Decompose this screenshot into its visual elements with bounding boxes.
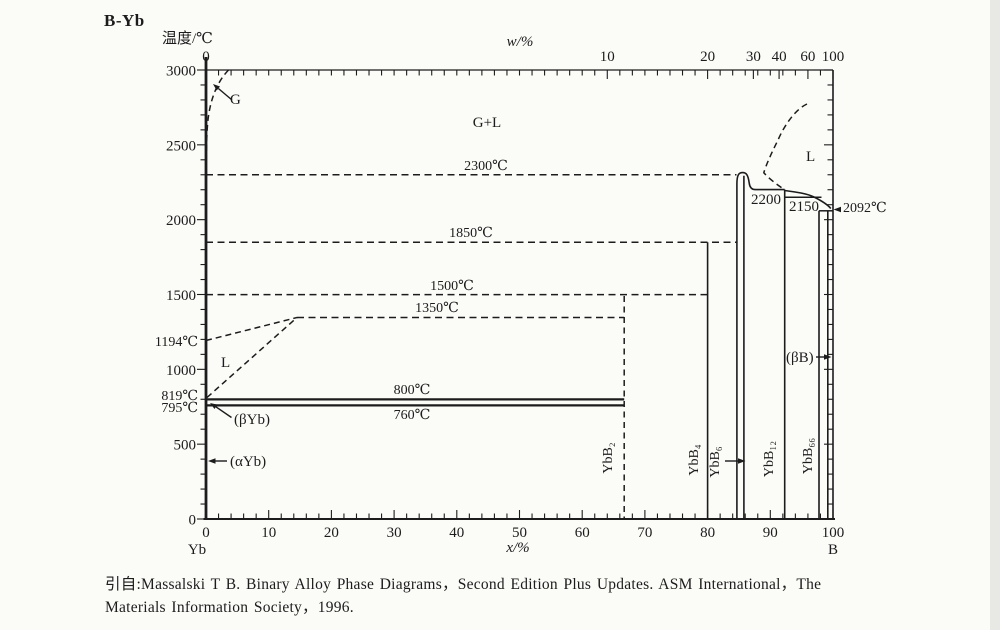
b-liquidus-dashed	[762, 103, 808, 191]
tick-label: 2000	[166, 213, 196, 229]
yb-liquidus-upper-dashed	[205, 316, 298, 342]
isotherm-lines-dashed	[206, 174, 737, 319]
point-label-2092: 2092℃	[843, 201, 887, 216]
compound-label-ybb66: YbB₆₆	[801, 438, 816, 474]
y-axis-label: 温度/℃	[162, 30, 213, 47]
top-axis-label: w/%	[507, 34, 534, 50]
region-label-g-plus-l: G+L	[473, 115, 501, 131]
tick-label: 0	[202, 49, 210, 65]
tick-label: 60	[575, 525, 590, 541]
isotherm-label-1850: 1850℃	[449, 226, 493, 241]
g-arrowhead	[213, 84, 220, 91]
tick-label: 80	[700, 525, 715, 541]
compound-label-ybb12: YbB₁₂	[762, 441, 777, 477]
gas-boundary-curve	[205, 69, 230, 175]
tick-label: 100	[822, 49, 845, 65]
axis-frame	[203, 57, 835, 520]
right-end-element-label: B	[828, 542, 838, 558]
yb-liquidus-lower-dashed	[206, 316, 298, 399]
left-end-element-label: Yb	[188, 542, 206, 558]
b-liquidus-solid	[784, 189, 832, 210]
point-label-795: 795℃	[161, 401, 198, 416]
region-label-g: G	[230, 92, 241, 108]
diagram-title: B-Yb	[104, 11, 145, 30]
scan-edge-strip	[990, 0, 1000, 630]
phase-label-alpha-yb: (αYb)	[230, 454, 266, 470]
tick-label: 90	[763, 525, 778, 541]
tick-label: 30	[387, 525, 402, 541]
beta-yb-arrowhead	[210, 403, 218, 409]
phase-label-beta-b: (βB)	[786, 350, 814, 366]
tick-label: 30	[746, 49, 761, 65]
compound-lines	[623, 171, 832, 519]
phase-label-beta-yb: (βYb)	[234, 412, 270, 428]
compound-label-ybb6: YbB₆	[708, 446, 723, 477]
tick-label: 0	[189, 513, 197, 529]
tick-label: 10	[261, 525, 276, 541]
point-label-1194: 1194℃	[155, 335, 198, 350]
tick-label: 50	[512, 525, 527, 541]
g-arrow	[217, 87, 233, 101]
beta-yb-arrow	[215, 406, 232, 419]
compound-label-ybb4: YbB₄	[687, 444, 702, 475]
isotherm-label-1350: 1350℃	[415, 301, 459, 316]
tick-label: 10	[600, 49, 615, 65]
compound-label-ybb2: YbB₂	[601, 442, 616, 473]
tick-label: 40	[772, 49, 787, 65]
isotherm-label-2150: 2150	[789, 199, 819, 215]
annotation-arrows	[208, 84, 841, 464]
bottom-axis-label: x/%	[505, 540, 529, 556]
region-label-l-left: L	[221, 355, 230, 371]
tick-label: 0	[202, 525, 210, 541]
isotherm-label-760: 760℃	[394, 408, 431, 423]
tick-label: 1000	[166, 363, 196, 379]
tick-label: 1500	[166, 288, 196, 304]
alpha-yb-arrowhead	[208, 458, 216, 464]
isotherm-label-1500: 1500℃	[430, 279, 474, 294]
tick-label: 70	[637, 525, 652, 541]
region-label-l-right: L	[806, 149, 815, 165]
citation-line-1: 引自:Massalski T B. Binary Alloy Phase Dia…	[105, 575, 821, 593]
tick-label: 2500	[166, 138, 196, 154]
citation-line-2: Materials Information Society，1996.	[105, 599, 354, 616]
compound-line-ybb6-dome-2200	[736, 171, 785, 519]
melting-2092-arrowhead	[833, 206, 841, 213]
beta-b-arrowhead	[824, 354, 832, 360]
tick-label: 3000	[166, 64, 196, 80]
isotherm-label-2300: 2300℃	[464, 159, 508, 174]
tick-label: 20	[700, 49, 715, 65]
tick-label: 100	[822, 525, 845, 541]
tick-label: 20	[324, 525, 339, 541]
ybb6-arrowhead	[738, 458, 746, 464]
tick-label: 60	[800, 49, 815, 65]
isotherm-lines-solid	[206, 196, 833, 407]
tick-label: 500	[174, 438, 197, 454]
isotherm-label-800: 800℃	[394, 383, 431, 398]
tick-label: 40	[449, 525, 464, 541]
dashed-boundary-curves	[205, 69, 808, 399]
point-label-819: 819℃	[161, 389, 198, 404]
isotherm-label-2200: 2200	[751, 192, 781, 208]
